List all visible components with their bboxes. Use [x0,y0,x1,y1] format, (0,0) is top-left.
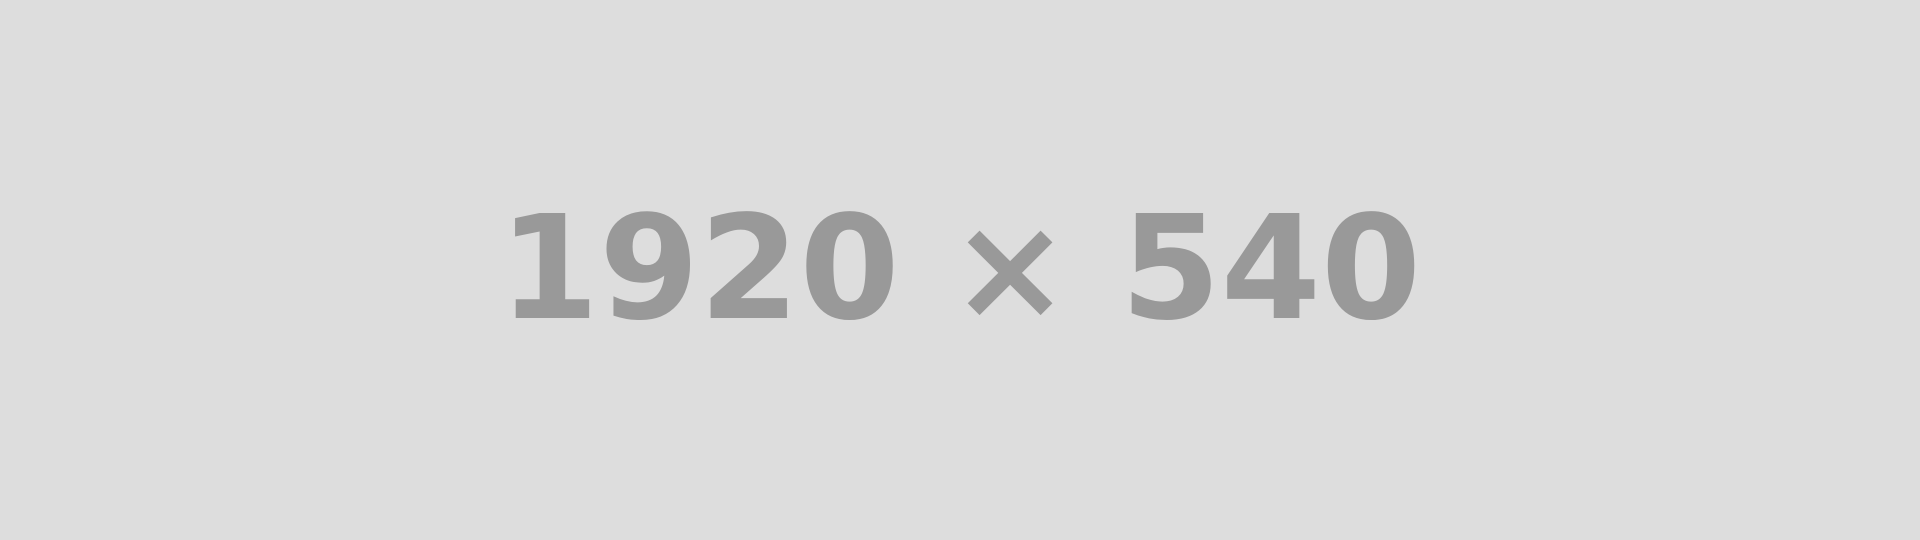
dimension-label: 1920 × 540 [498,184,1422,352]
